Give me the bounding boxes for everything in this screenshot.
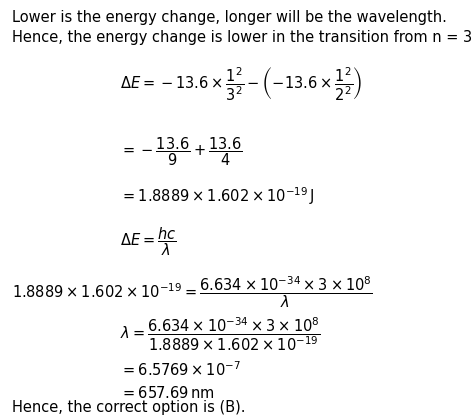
Text: $= 657.69\,\mathrm{nm}$: $= 657.69\,\mathrm{nm}$ <box>120 385 215 401</box>
Text: $\lambda = \dfrac{6.634 \times 10^{-34} \times 3 \times 10^{8}}{1.8889 \times 1.: $\lambda = \dfrac{6.634 \times 10^{-34} … <box>120 315 321 353</box>
Text: Lower is the energy change, longer will be the wavelength.: Lower is the energy change, longer will … <box>12 10 447 25</box>
Text: $= 6.5769 \times 10^{-7}$: $= 6.5769 \times 10^{-7}$ <box>120 360 241 379</box>
Text: $\Delta E = \dfrac{hc}{\lambda}$: $\Delta E = \dfrac{hc}{\lambda}$ <box>120 225 176 257</box>
Text: $= -\dfrac{13.6}{9} + \dfrac{13.6}{4}$: $= -\dfrac{13.6}{9} + \dfrac{13.6}{4}$ <box>120 135 243 168</box>
Text: Hence, the energy change is lower in the transition from n = 3 to n = 2: Hence, the energy change is lower in the… <box>12 30 474 45</box>
Text: $= 1.8889 \times 1.602 \times 10^{-19}\,\mathrm{J}$: $= 1.8889 \times 1.602 \times 10^{-19}\,… <box>120 185 315 206</box>
Text: Hence, the correct option is (B).: Hence, the correct option is (B). <box>12 400 246 415</box>
Text: $\Delta E = -13.6 \times \dfrac{1^2}{3^2} - \left(-13.6 \times \dfrac{1^2}{2^2}\: $\Delta E = -13.6 \times \dfrac{1^2}{3^2… <box>120 65 363 103</box>
Text: $1.8889 \times 1.602 \times 10^{-19} = \dfrac{6.634 \times 10^{-34} \times 3 \ti: $1.8889 \times 1.602 \times 10^{-19} = \… <box>12 275 373 310</box>
